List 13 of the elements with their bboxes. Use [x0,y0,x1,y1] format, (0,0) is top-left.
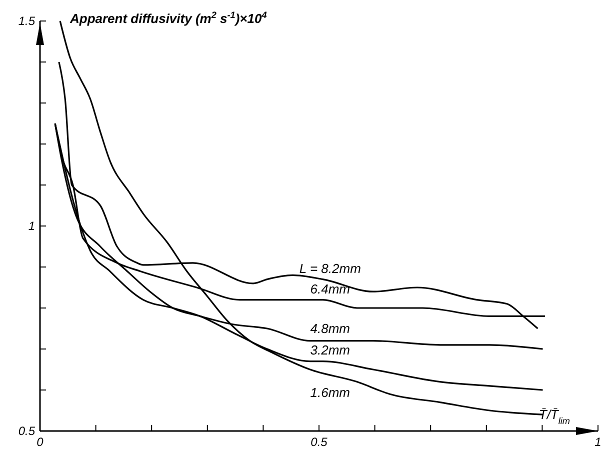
x-tick-label: 0 [36,435,44,449]
series-label: 3.2mm [310,342,350,358]
y-tick-label: 1.5 [18,14,36,28]
y-tick-label: 0.5 [18,424,36,438]
series-label: 6.4mm [310,282,350,297]
series-label: 1.6mm [310,384,350,400]
series-label: 4.8mm [310,320,350,336]
y-tick-label: 1 [28,219,35,233]
x-tick-label: 0.5 [310,435,328,449]
series-label: L = 8.2mm [299,261,362,276]
y-axis-title: Apparent diffusivity (m$^{2}$ s$^{-1}$)×10$^{4}$ [69,10,267,26]
x-axis-title: T̄/T̄$_{lim}$ [538,407,570,426]
x-tick-label: 1 [594,435,602,449]
